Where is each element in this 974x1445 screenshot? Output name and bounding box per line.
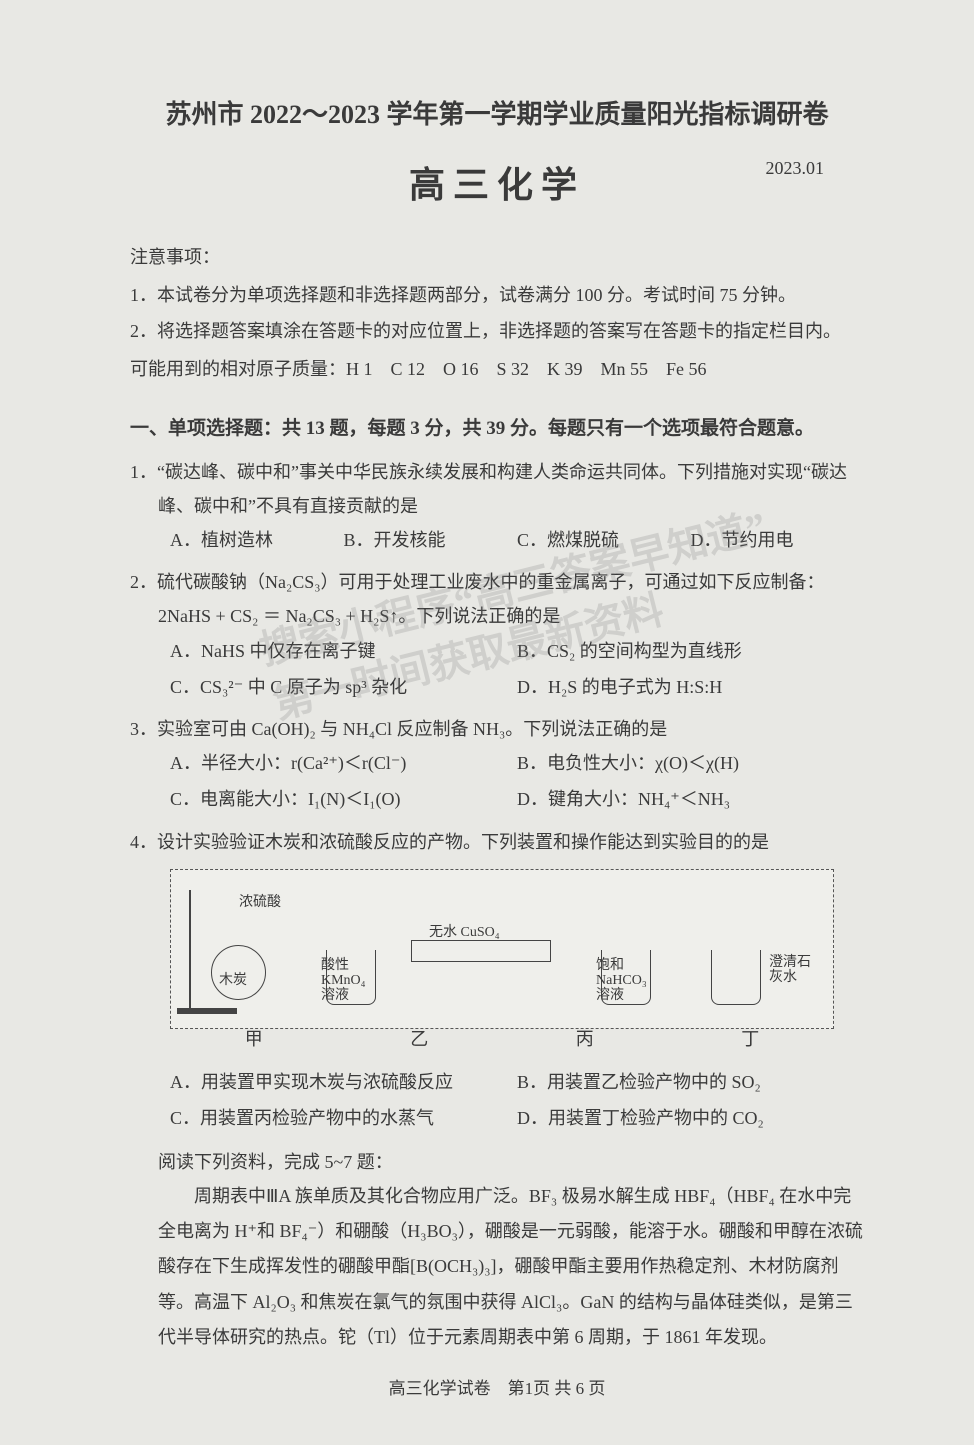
diagram-bottom-labels: 甲 乙 丙 丁	[171, 1022, 833, 1056]
q4-opt-b: B．用装置乙检验产物中的 SO₂	[517, 1065, 864, 1099]
q3-options: A．半径大小：r(Ca²⁺)＜r(Cl⁻) B．电负性大小：χ(O)＜χ(H) …	[130, 746, 864, 818]
q1-opt-d: D．节约用电	[691, 523, 865, 557]
diagram-label-bing: 丙	[502, 1022, 668, 1056]
label-nahco3: 饱和 NaHCO₃ 溶液	[596, 958, 647, 1004]
diagram-label-jia: 甲	[171, 1022, 337, 1056]
question-3: 3．实验室可由 Ca(OH)₂ 与 NH₄Cl 反应制备 NH₃。下列说法正确的…	[130, 712, 864, 819]
question-4: 4．设计实验验证木炭和浓硫酸反应的产物。下列装置和操作能达到实验目的的是 浓硫酸…	[130, 825, 864, 1138]
title-sub-row: 高三化学 2023.01	[130, 151, 864, 219]
title-date: 2023.01	[766, 151, 825, 185]
q1-opt-c: C．燃煤脱硫	[517, 523, 691, 557]
q1-stem: 1．“碳达峰、碳中和”事关中华民族永续发展和构建人类命运共同体。下列措施对实现“…	[130, 455, 864, 523]
q4-opt-d: D．用装置丁检验产物中的 CO₂	[517, 1101, 864, 1135]
section1-header: 一、单项选择题：共 13 题，每题 3 分，共 39 分。每题只有一个选项最符合…	[130, 411, 864, 447]
exam-page: 苏州市 2022～2023 学年第一学期学业质量阳光指标调研卷 高三化学 202…	[0, 0, 974, 1445]
q3-opt-c: C．电离能大小：I₁(N)＜I₁(O)	[170, 782, 517, 816]
q3-opt-a: A．半径大小：r(Ca²⁺)＜r(Cl⁻)	[170, 746, 517, 780]
note-line-2: 2．将选择题答案填涂在答题卡的对应位置上，非选择题的答案写在答题卡的指定栏目内。	[130, 314, 864, 348]
label-cuso4: 无水 CuSO₄	[429, 920, 500, 947]
q3-opt-b: B．电负性大小：χ(O)＜χ(H)	[517, 746, 864, 780]
q2-opt-c: C．CS₃²⁻ 中 C 原子为 sp³ 杂化	[170, 670, 517, 704]
q1-options: A．植树造林 B．开发核能 C．燃煤脱硫 D．节约用电	[130, 523, 864, 559]
title-subject: 高三化学	[409, 151, 585, 219]
diagram-label-ding: 丁	[668, 1022, 834, 1056]
q4-opt-c: C．用装置丙检验产物中的水蒸气	[170, 1101, 517, 1135]
q2-opt-a: A．NaHS 中仅存在离子键	[170, 634, 517, 668]
reading-body: 周期表中ⅢA 族单质及其化合物应用广泛。BF₃ 极易水解生成 HBF₄（HBF₄…	[158, 1179, 864, 1354]
label-charcoal: 木炭	[219, 968, 247, 995]
label-h2so4: 浓硫酸	[239, 890, 281, 917]
q3-stem: 3．实验室可由 Ca(OH)₂ 与 NH₄Cl 反应制备 NH₃。下列说法正确的…	[130, 712, 864, 746]
atomic-masses: 可能用到的相对原子质量：H 1 C 12 O 16 S 32 K 39 Mn 5…	[130, 352, 864, 386]
page-footer: 高三化学试卷 第1页 共 6 页	[130, 1373, 864, 1405]
q2-equation: 2NaHS + CS₂ ＝ Na₂CS₃ + H₂S↑。下列说法正确的是	[130, 599, 864, 633]
q2-opt-d: D．H₂S 的电子式为 H:S:H	[517, 670, 864, 704]
q1-opt-a: A．植树造林	[170, 523, 344, 557]
q4-opt-a: A．用装置甲实现木炭与浓硫酸反应	[170, 1065, 517, 1099]
diagram-label-yi: 乙	[337, 1022, 503, 1056]
q2-options: A．NaHS 中仅存在离子键 B．CS₂ 的空间构型为直线形 C．CS₃²⁻ 中…	[130, 634, 864, 706]
q2-stem: 2．硫代碳酸钠（Na₂CS₃）可用于处理工业废水中的重金属离子，可通过如下反应制…	[130, 565, 864, 599]
q4-options: A．用装置甲实现木炭与浓硫酸反应 B．用装置乙检验产物中的 SO₂ C．用装置丙…	[130, 1065, 864, 1137]
q3-opt-d: D．键角大小：NH₄⁺＜NH₃	[517, 782, 864, 816]
title-main: 苏州市 2022～2023 学年第一学期学业质量阳光指标调研卷	[130, 90, 864, 139]
q1-opt-b: B．开发核能	[344, 523, 518, 557]
label-caoh2: 澄清石 灰水	[769, 955, 811, 986]
label-kmno4: 酸性 KMnO₄ 溶液	[321, 958, 366, 1004]
note-line-1: 1．本试卷分为单项选择题和非选择题两部分，试卷满分 100 分。考试时间 75 …	[130, 278, 864, 312]
reading-intro: 阅读下列资料，完成 5~7 题：	[158, 1145, 864, 1179]
question-2: 2．硫代碳酸钠（Na₂CS₃）可用于处理工业废水中的重金属离子，可通过如下反应制…	[130, 565, 864, 706]
q4-stem: 4．设计实验验证木炭和浓硫酸反应的产物。下列装置和操作能达到实验目的的是	[130, 825, 864, 859]
question-1: 1．“碳达峰、碳中和”事关中华民族永续发展和构建人类命运共同体。下列措施对实现“…	[130, 455, 864, 560]
q2-opt-b: B．CS₂ 的空间构型为直线形	[517, 634, 864, 668]
notes-header: 注意事项：	[130, 240, 864, 274]
reading-passage: 阅读下列资料，完成 5~7 题： 周期表中ⅢA 族单质及其化合物应用广泛。BF₃…	[130, 1145, 864, 1355]
apparatus-diagram: 浓硫酸 木炭 酸性 KMnO₄ 溶液 无水 CuSO₄ 饱和 NaHCO₃ 溶液…	[170, 869, 834, 1029]
